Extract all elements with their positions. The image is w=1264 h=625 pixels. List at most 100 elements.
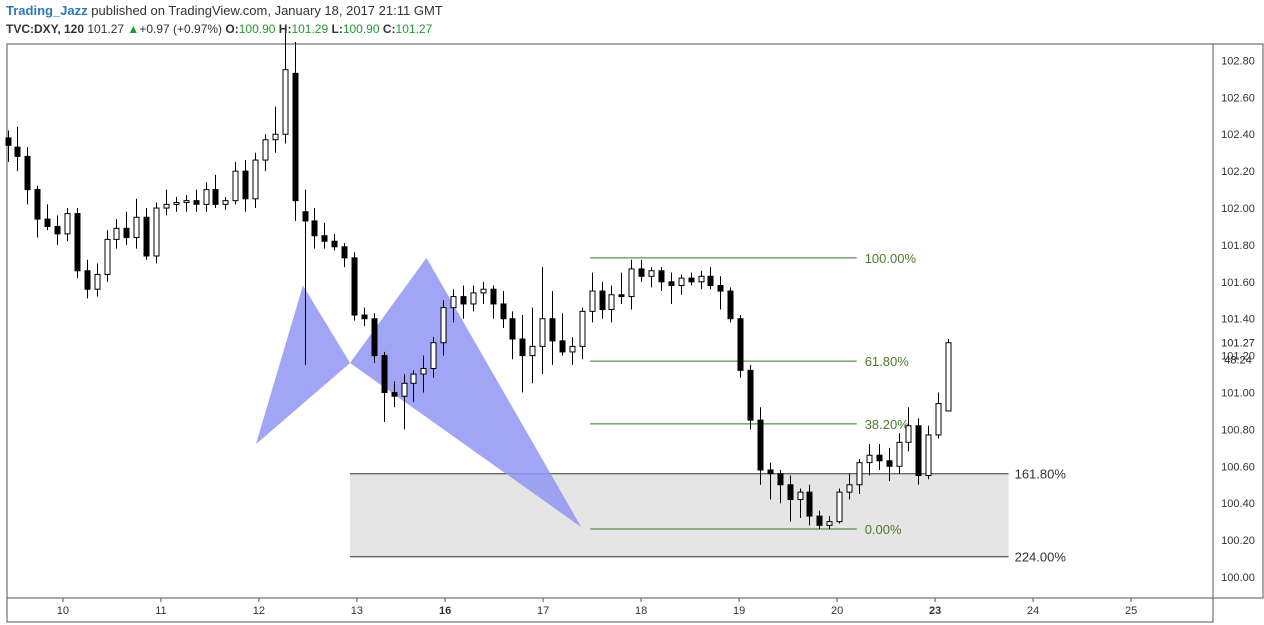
- time-tick-label: 20: [831, 605, 843, 617]
- candle: [94, 263, 101, 297]
- candle: [272, 106, 279, 153]
- candle: [559, 313, 566, 356]
- candle: [44, 204, 51, 231]
- candle: [757, 407, 764, 485]
- author-link[interactable]: Trading_Jazz: [6, 3, 88, 18]
- candle: [688, 272, 695, 286]
- candle: [925, 425, 932, 480]
- candle: [331, 233, 338, 251]
- candle: [173, 196, 180, 212]
- candle: [638, 259, 645, 282]
- candle: [153, 202, 160, 264]
- harmonic-pattern: [255, 257, 582, 528]
- price-tick-label: 101.20: [1221, 351, 1255, 363]
- candle: [104, 230, 111, 282]
- candle: [836, 488, 843, 524]
- candle: [876, 444, 883, 470]
- time-tick-label: 17: [537, 605, 549, 617]
- candle: [74, 208, 81, 279]
- candle: [618, 272, 625, 304]
- candle: [549, 291, 556, 365]
- high-value: 101.29: [291, 22, 329, 36]
- time-tick-label: 23: [929, 605, 941, 617]
- price-tick-label: 101.40: [1221, 314, 1255, 326]
- time-tick-label: 19: [733, 605, 745, 617]
- time-tick-label: 24: [1027, 605, 1039, 617]
- price-tick-label: 102.20: [1221, 166, 1255, 178]
- candle: [797, 488, 804, 518]
- open-value: 100.90: [238, 22, 276, 36]
- price-tick-label: 102.00: [1221, 203, 1255, 215]
- candle: [628, 259, 635, 310]
- candle: [123, 211, 130, 245]
- candle: [678, 274, 685, 295]
- time-axis-labels: 10 11 12 13 16 17 18 19 20 23 24 25: [57, 598, 1137, 617]
- candle: [529, 307, 536, 384]
- candle: [806, 484, 813, 526]
- close-value: 101.27: [395, 22, 433, 36]
- candle: [896, 433, 903, 474]
- candle: [252, 152, 259, 209]
- ohlc-line: TVC:DXY, 120 101.27 ▲+0.97 (+0.97%) O:10…: [6, 20, 1206, 38]
- low-value: 100.90: [342, 22, 380, 36]
- candle: [777, 470, 784, 504]
- fib-label-0: 100.00%: [865, 251, 917, 266]
- price-tick-label: 100.60: [1221, 461, 1255, 473]
- candle: [381, 351, 388, 423]
- time-tick-label: 16: [439, 605, 451, 617]
- fib-retracement: 100.00% 61.80% 38.20% 0.00%: [590, 251, 916, 537]
- candle: [163, 189, 170, 216]
- candle: [24, 147, 31, 205]
- prz-zone: 161.80% 224.00%: [350, 467, 1066, 565]
- candle: [509, 311, 516, 360]
- candle: [648, 267, 655, 288]
- candle: [232, 161, 239, 205]
- prz-top-label: 161.80%: [1015, 467, 1067, 482]
- candle: [84, 259, 91, 299]
- candle: [222, 196, 229, 210]
- candle: [599, 281, 606, 319]
- candle: [737, 315, 744, 378]
- price-tick-label: 102.60: [1221, 92, 1255, 104]
- time-tick-label: 18: [635, 605, 647, 617]
- open-label: O:: [225, 22, 239, 36]
- candles: [5, 32, 952, 530]
- candle: [351, 252, 358, 321]
- time-tick-label: 13: [351, 605, 363, 617]
- price-axis[interactable]: [1212, 43, 1264, 599]
- price-tick-label: 101.60: [1221, 277, 1255, 289]
- price-tick-label: 102.80: [1221, 55, 1255, 67]
- candle: [915, 418, 922, 485]
- price-tick-label: 100.80: [1221, 424, 1255, 436]
- price-tick-label: 102.40: [1221, 129, 1255, 141]
- candle: [410, 370, 417, 402]
- time-tick-label: 10: [57, 605, 69, 617]
- price-tick-label: 100.40: [1221, 498, 1255, 510]
- candle: [569, 337, 576, 365]
- last-price-label: 101.27: [1221, 338, 1255, 350]
- candle: [826, 516, 833, 530]
- candle: [767, 462, 774, 500]
- pattern-bcd-triangle: [350, 257, 582, 528]
- low-label: L:: [331, 22, 343, 36]
- last-price: 101.27: [87, 22, 125, 36]
- candle: [64, 208, 71, 242]
- candle: [856, 458, 863, 494]
- candle: [539, 267, 546, 375]
- price-tick-label: 100.20: [1221, 535, 1255, 547]
- candle: [440, 300, 447, 356]
- candle: [460, 285, 467, 319]
- candle: [816, 510, 823, 530]
- candle: [866, 444, 873, 476]
- prz-zone-box: [350, 473, 1009, 557]
- candle: [54, 215, 61, 245]
- candle: [143, 208, 150, 260]
- candle: [34, 185, 41, 238]
- candle: [311, 208, 318, 249]
- time-axis[interactable]: [6, 597, 1214, 623]
- candle: [846, 473, 853, 500]
- fib-label-1: 61.80%: [865, 354, 910, 369]
- candle: [203, 182, 210, 212]
- candle: [668, 272, 675, 304]
